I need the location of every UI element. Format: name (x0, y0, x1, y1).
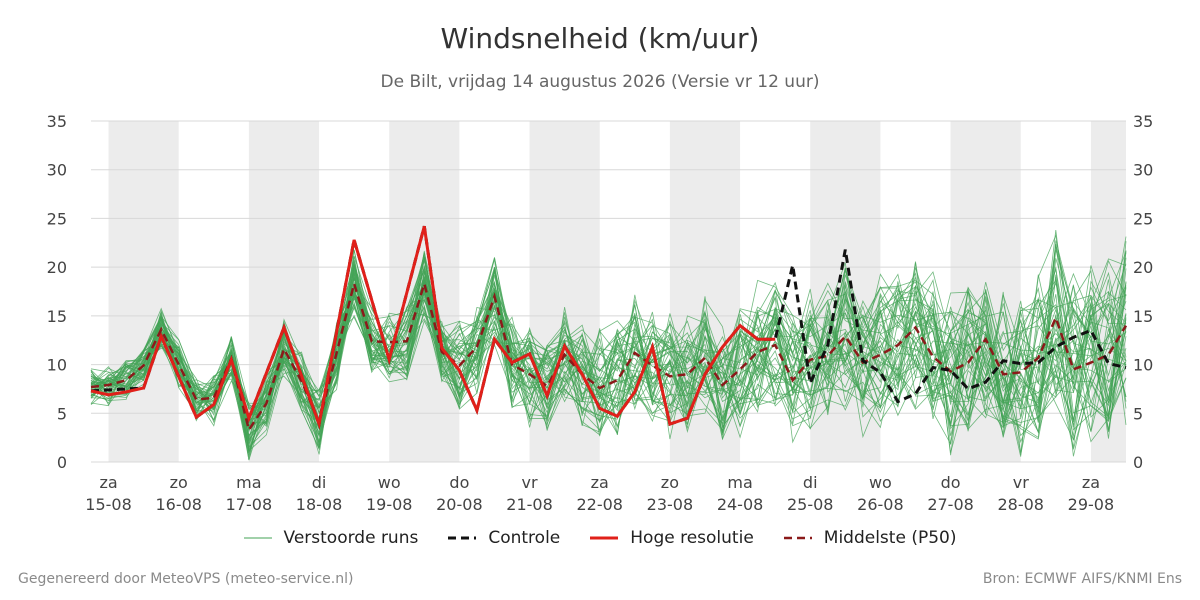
legend-label-p50: Middelste (P50) (823, 528, 957, 548)
y-tick-label: 35 (47, 112, 67, 131)
x-tick-day: vr (1013, 473, 1029, 492)
ensemble-run-line (90, 240, 1127, 449)
ensemble-run-line (90, 275, 1127, 426)
chart-legend: Verstoorde runs Controle Hoge resolutie … (0, 528, 1200, 548)
x-tick-date: 25-08 (787, 495, 834, 514)
ensemble-run-line (90, 268, 1127, 431)
legend-swatch-p50 (783, 536, 812, 540)
x-tick-day: ma (727, 473, 752, 492)
x-tick-day: di (803, 473, 818, 492)
y-tick-label-right: 0 (1133, 453, 1143, 472)
x-tick-day: zo (661, 473, 679, 492)
ensemble-run-line (90, 249, 1127, 453)
y-tick-label: 15 (47, 307, 67, 326)
x-tick-date: 15-08 (85, 495, 132, 514)
x-tick-date: 19-08 (366, 495, 413, 514)
x-tick-day: wo (869, 473, 892, 492)
y-tick-label-right: 30 (1133, 161, 1153, 180)
x-tick-day: do (449, 473, 469, 492)
hires-line (90, 225, 776, 430)
y-tick-label-right: 20 (1133, 258, 1153, 277)
x-tick-date: 20-08 (436, 495, 483, 514)
y-tick-label-right: 25 (1133, 209, 1153, 228)
x-tick-date: 28-08 (997, 495, 1044, 514)
ensemble-run-line (90, 250, 1127, 445)
legend-item-hires: Hoge resolutie (590, 528, 754, 548)
ensemble-run-line (90, 271, 1127, 456)
ensemble-run-line (90, 249, 1127, 461)
y-tick-label: 25 (47, 209, 67, 228)
ensemble-run-line (90, 259, 1127, 440)
legend-swatch-hires (590, 536, 619, 540)
x-tick-date: 22-08 (576, 495, 623, 514)
ensemble-run-line (90, 270, 1127, 443)
chart-subtitle: De Bilt, vrijdag 14 augustus 2026 (Versi… (380, 72, 820, 92)
legend-label-hires: Hoge resolutie (630, 528, 754, 548)
y-tick-label: 20 (47, 258, 67, 277)
y-tick-label: 30 (47, 161, 67, 180)
x-tick-day: ma (236, 473, 261, 492)
x-tick-day: do (941, 473, 961, 492)
footer-source: Bron: ECMWF AIFS/KNMI Ens (982, 571, 1182, 587)
footer-credit: Gegenereerd door MeteoVPS (meteo-service… (18, 571, 354, 587)
x-tick-day: di (312, 473, 327, 492)
weekend-band (669, 121, 741, 462)
ensemble-run-line (90, 285, 1127, 436)
x-tick-date: 23-08 (647, 495, 694, 514)
x-tick-day: wo (378, 473, 401, 492)
x-tick-day: za (1082, 473, 1100, 492)
legend-label-controle: Controle (488, 528, 561, 548)
controle-line (90, 225, 1127, 430)
x-tick-day: za (591, 473, 609, 492)
x-tick-date: 17-08 (226, 495, 273, 514)
x-tick-day: za (99, 473, 117, 492)
x-tick-date: 21-08 (506, 495, 553, 514)
x-tick-date: 24-08 (717, 495, 764, 514)
y-tick-label: 10 (47, 356, 67, 375)
x-tick-date: 18-08 (296, 495, 343, 514)
ensemble-run-line (90, 233, 1127, 442)
x-tick-date: 26-08 (857, 495, 904, 514)
y-tick-label-right: 35 (1133, 112, 1153, 131)
legend-item-ensemble: Verstoorde runs (243, 528, 419, 548)
chart-title: Windsnelheid (km/uur) (440, 22, 760, 55)
y-tick-label: 0 (57, 453, 67, 472)
x-tick-day: vr (522, 473, 538, 492)
x-tick-day: zo (170, 473, 188, 492)
p50-line (90, 279, 1128, 433)
x-tick-date: 29-08 (1068, 495, 1115, 514)
y-tick-label-right: 10 (1133, 356, 1153, 375)
x-tick-date: 27-08 (927, 495, 974, 514)
legend-label-ensemble: Verstoorde runs (283, 528, 419, 548)
ensemble-run-line (90, 264, 1127, 453)
y-tick-label-right: 15 (1133, 307, 1153, 326)
y-tick-label: 5 (57, 404, 67, 423)
weekend-band (108, 121, 179, 462)
x-tick-date: 16-08 (155, 495, 202, 514)
legend-swatch-controle (448, 536, 477, 540)
legend-item-controle: Controle (448, 528, 560, 548)
ensemble-run-line (90, 252, 1127, 437)
y-tick-label-right: 5 (1133, 404, 1143, 423)
legend-item-p50: Middelste (P50) (783, 528, 957, 548)
legend-swatch-ensemble (243, 537, 272, 539)
